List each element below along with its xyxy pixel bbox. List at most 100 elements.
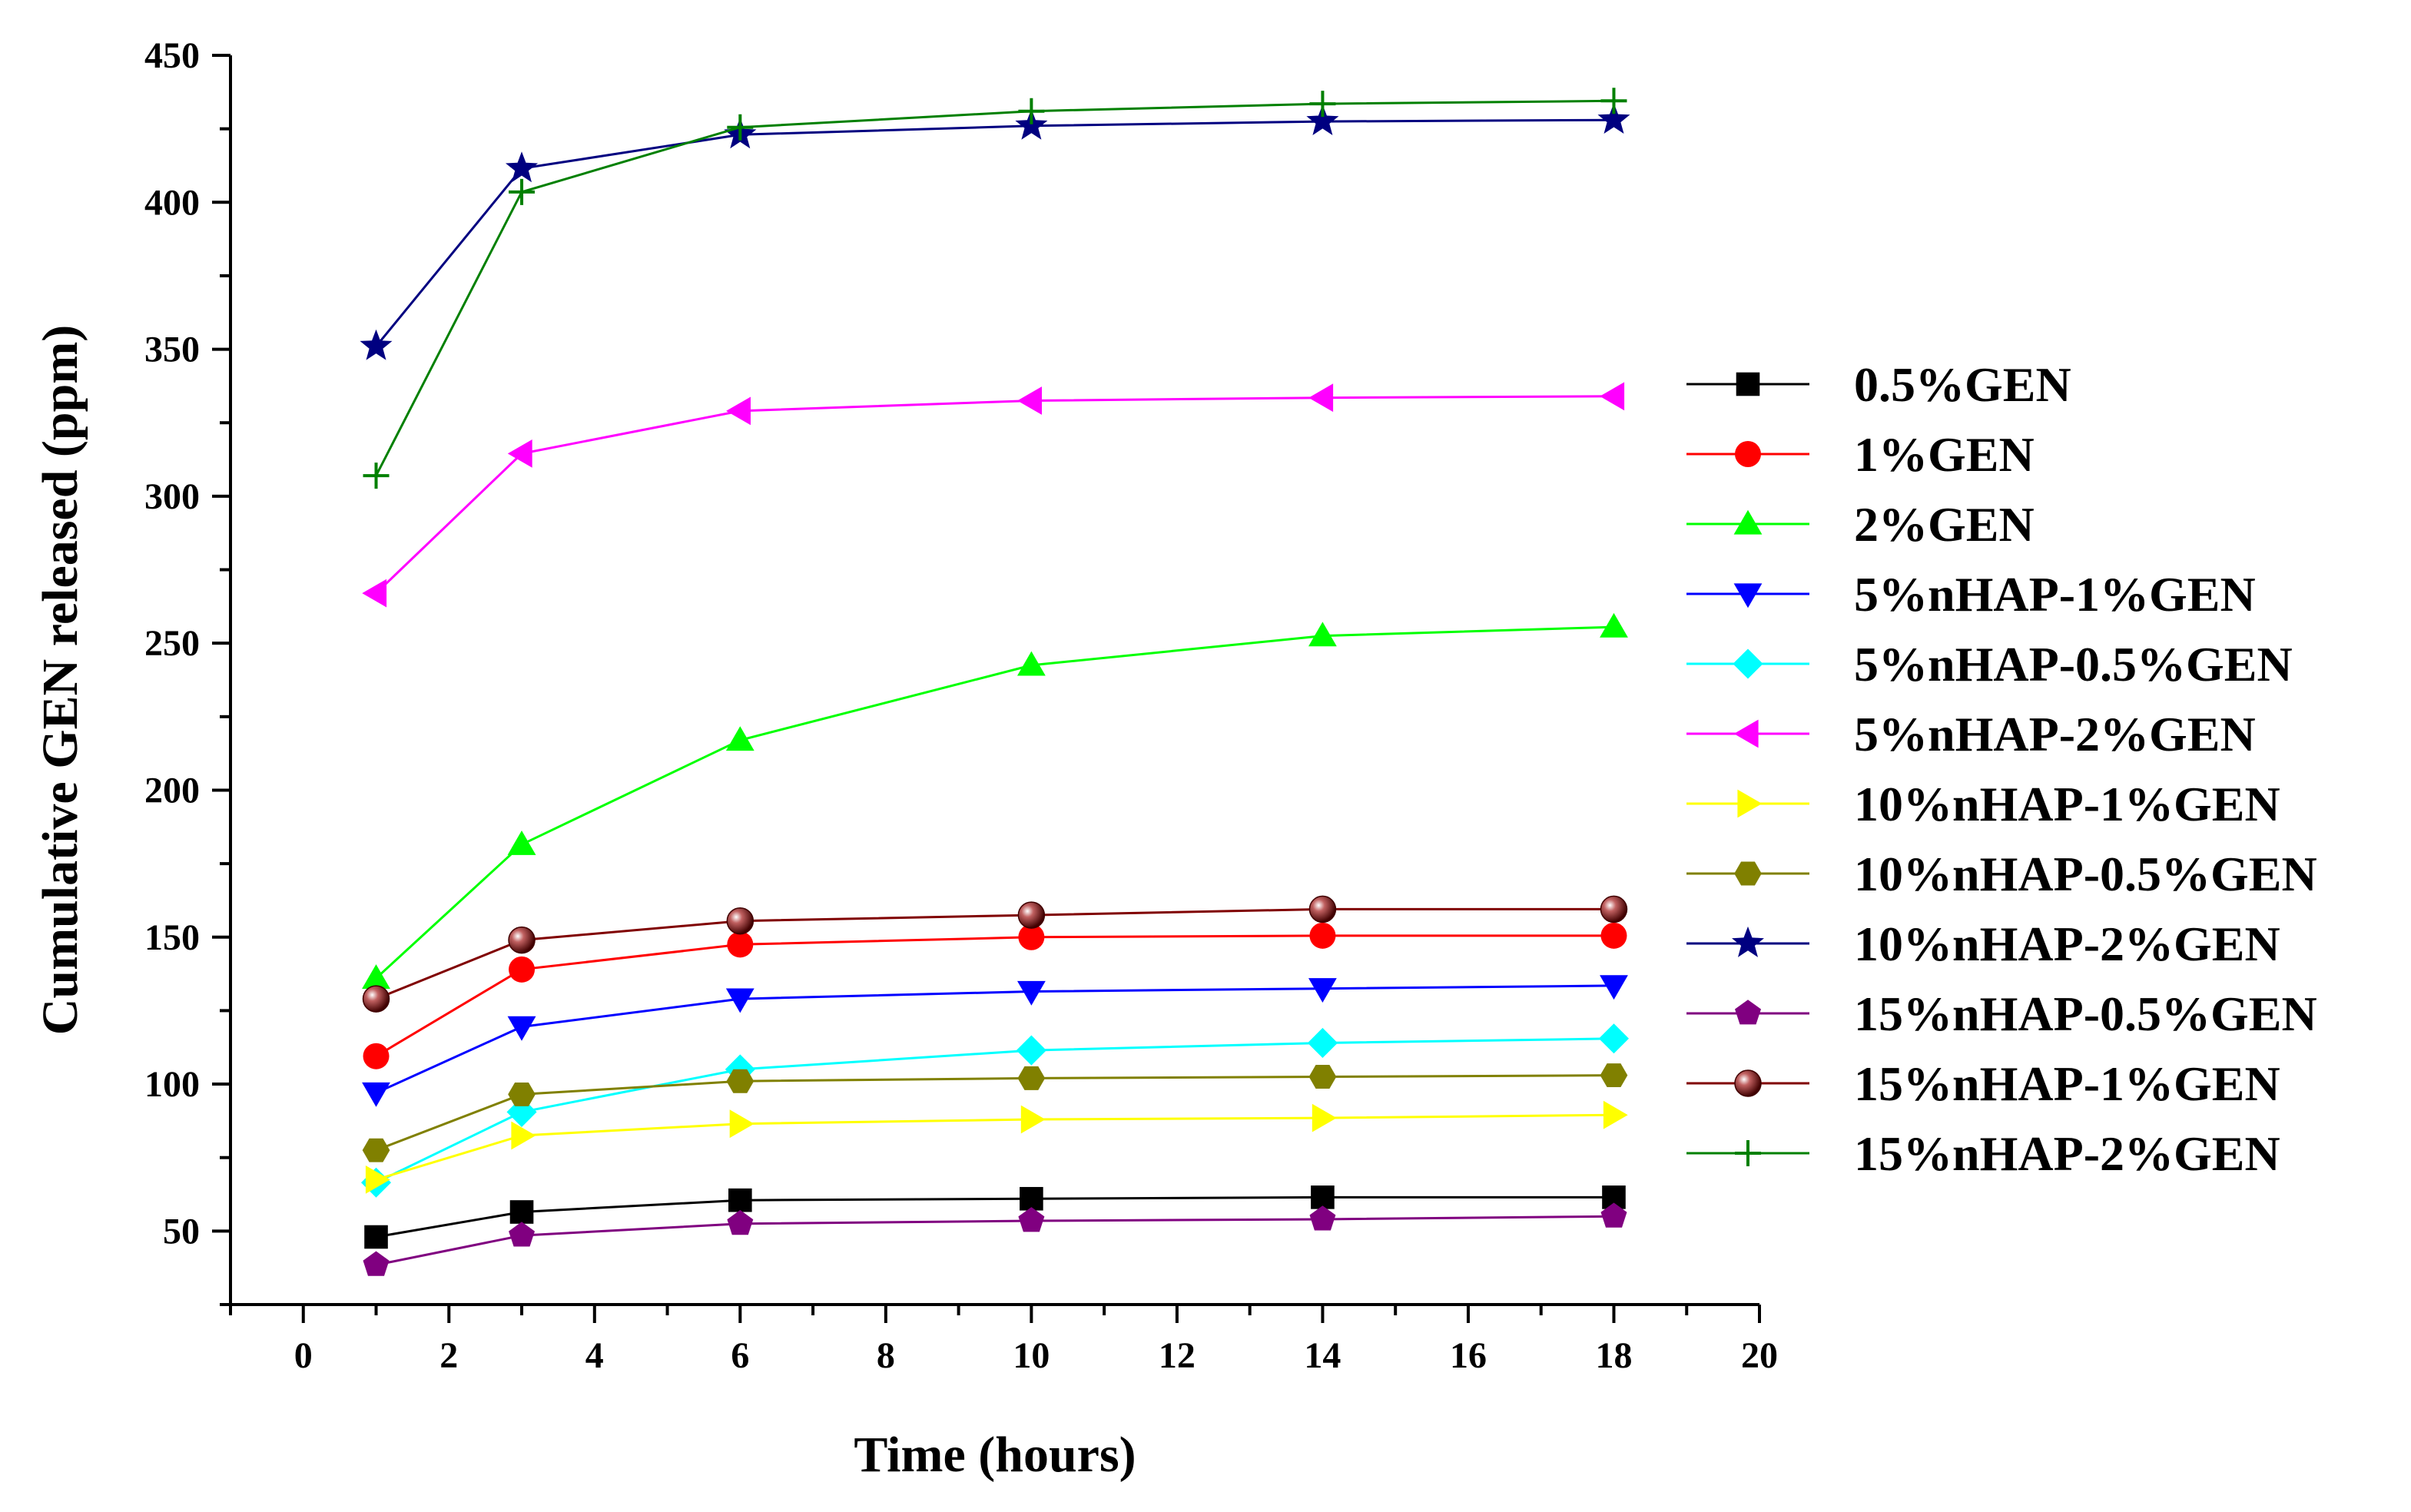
x-tick-label: 12 xyxy=(1159,1335,1196,1376)
series-1 xyxy=(363,922,1627,1069)
data-point xyxy=(363,1251,390,1276)
data-point xyxy=(363,463,390,489)
series-6 xyxy=(365,1100,1628,1194)
data-point xyxy=(362,964,390,989)
legend-marker xyxy=(1737,789,1763,818)
data-point xyxy=(727,1209,754,1235)
legend-entry: 0.5%GEN xyxy=(1686,357,2071,412)
series-2 xyxy=(362,612,1628,989)
legend-label: 10%nHAP-2%GEN xyxy=(1854,917,2280,971)
legend-label: 5%nHAP-2%GEN xyxy=(1854,707,2256,761)
data-point xyxy=(728,1188,752,1212)
data-point xyxy=(1308,622,1337,647)
data-point xyxy=(509,956,536,983)
y-tick-label: 50 xyxy=(163,1211,200,1252)
data-point xyxy=(1016,1035,1046,1066)
x-tick-label: 8 xyxy=(877,1335,895,1376)
data-point xyxy=(1311,1185,1335,1209)
data-point xyxy=(1308,895,1337,923)
legend-marker xyxy=(1733,583,1763,608)
y-tick-label: 400 xyxy=(144,182,200,223)
data-point xyxy=(1306,104,1339,135)
legend-label: 2%GEN xyxy=(1854,497,2035,552)
data-point xyxy=(1015,108,1048,140)
data-point xyxy=(1309,91,1336,118)
y-tick-label: 100 xyxy=(144,1064,200,1105)
series-8 xyxy=(360,103,1630,360)
data-point xyxy=(1600,88,1627,114)
data-point xyxy=(1603,1100,1628,1129)
legend-label: 10%nHAP-1%GEN xyxy=(1854,777,2280,831)
legend: 0.5%GEN 1%GEN 2%GEN 5%nHAP-1%GEN 5%nHAP-0.5%… xyxy=(1686,357,2317,1181)
legend-entry: 10%nHAP-2%GEN xyxy=(1686,917,2280,971)
data-point xyxy=(365,1166,390,1194)
data-point xyxy=(1600,1063,1628,1087)
data-point xyxy=(1312,1103,1337,1132)
data-point xyxy=(509,1222,535,1247)
legend-marker xyxy=(1735,441,1761,467)
series-10 xyxy=(362,895,1628,1013)
legend-marker xyxy=(1733,648,1763,679)
data-point xyxy=(1309,922,1336,949)
legend-marker xyxy=(1736,372,1760,396)
data-point xyxy=(729,1109,754,1139)
legend-label: 15%nHAP-1%GEN xyxy=(1854,1056,2280,1111)
data-point xyxy=(509,1200,534,1224)
data-point xyxy=(1600,975,1628,1000)
data-point xyxy=(511,1121,536,1150)
data-point xyxy=(1600,895,1628,923)
legend-label: 15%nHAP-2%GEN xyxy=(1854,1126,2280,1181)
data-point xyxy=(1017,386,1042,415)
series-line xyxy=(375,99,1614,476)
y-tick-label: 200 xyxy=(144,770,200,811)
data-point xyxy=(1017,980,1046,1006)
data-point xyxy=(508,926,536,954)
legend-marker xyxy=(1734,1069,1762,1097)
x-tick-label: 18 xyxy=(1595,1335,1632,1376)
data-point xyxy=(1598,1023,1629,1054)
x-tick-label: 14 xyxy=(1304,1335,1341,1376)
series-layer xyxy=(360,88,1630,1276)
legend-label: 15%nHAP-0.5%GEN xyxy=(1854,986,2317,1041)
legend-entry: 2%GEN xyxy=(1686,497,2035,552)
x-tick-label: 10 xyxy=(1013,1335,1050,1376)
data-point xyxy=(726,907,754,935)
data-point xyxy=(1020,1186,1043,1211)
data-point xyxy=(362,1082,390,1107)
data-point xyxy=(727,114,754,141)
series-line xyxy=(376,1215,1614,1266)
legend-entry: 15%nHAP-2%GEN xyxy=(1686,1126,2280,1181)
legend-label: 5%nHAP-0.5%GEN xyxy=(1854,637,2293,691)
data-point xyxy=(727,931,754,958)
axes: 0 2 4 6 8 10 12 14 16 18 20 50 100 150 200 250 300 350 400… xyxy=(144,35,1778,1376)
x-tick-label: 16 xyxy=(1450,1335,1487,1376)
series-line xyxy=(375,984,1614,1094)
data-point xyxy=(1309,1205,1336,1231)
y-tick-label: 350 xyxy=(144,330,200,370)
legend-entry: 1%GEN xyxy=(1686,427,2035,482)
data-point xyxy=(362,985,390,1013)
x-tick-label: 0 xyxy=(294,1335,313,1376)
legend-entry: 5%nHAP-1%GEN xyxy=(1686,567,2256,622)
data-point xyxy=(1018,923,1045,950)
legend-marker xyxy=(1735,1140,1761,1166)
legend-entry: 5%nHAP-2%GEN xyxy=(1686,707,2256,761)
x-tick-label: 4 xyxy=(585,1335,604,1376)
data-point xyxy=(1600,1202,1627,1228)
data-point xyxy=(507,439,532,468)
series-line xyxy=(375,395,1614,595)
data-point xyxy=(726,1069,754,1093)
data-point xyxy=(507,831,536,855)
legend-entry: 15%nHAP-0.5%GEN xyxy=(1686,986,2317,1041)
data-point xyxy=(1308,978,1337,1003)
series-3 xyxy=(362,975,1628,1107)
series-line xyxy=(375,1074,1614,1152)
legend-marker xyxy=(1735,1000,1761,1025)
data-point xyxy=(1017,651,1046,676)
series-line xyxy=(376,1195,1614,1238)
data-point xyxy=(1017,1066,1046,1090)
data-point xyxy=(1600,612,1628,638)
series-5 xyxy=(362,382,1625,608)
data-point xyxy=(725,988,754,1013)
